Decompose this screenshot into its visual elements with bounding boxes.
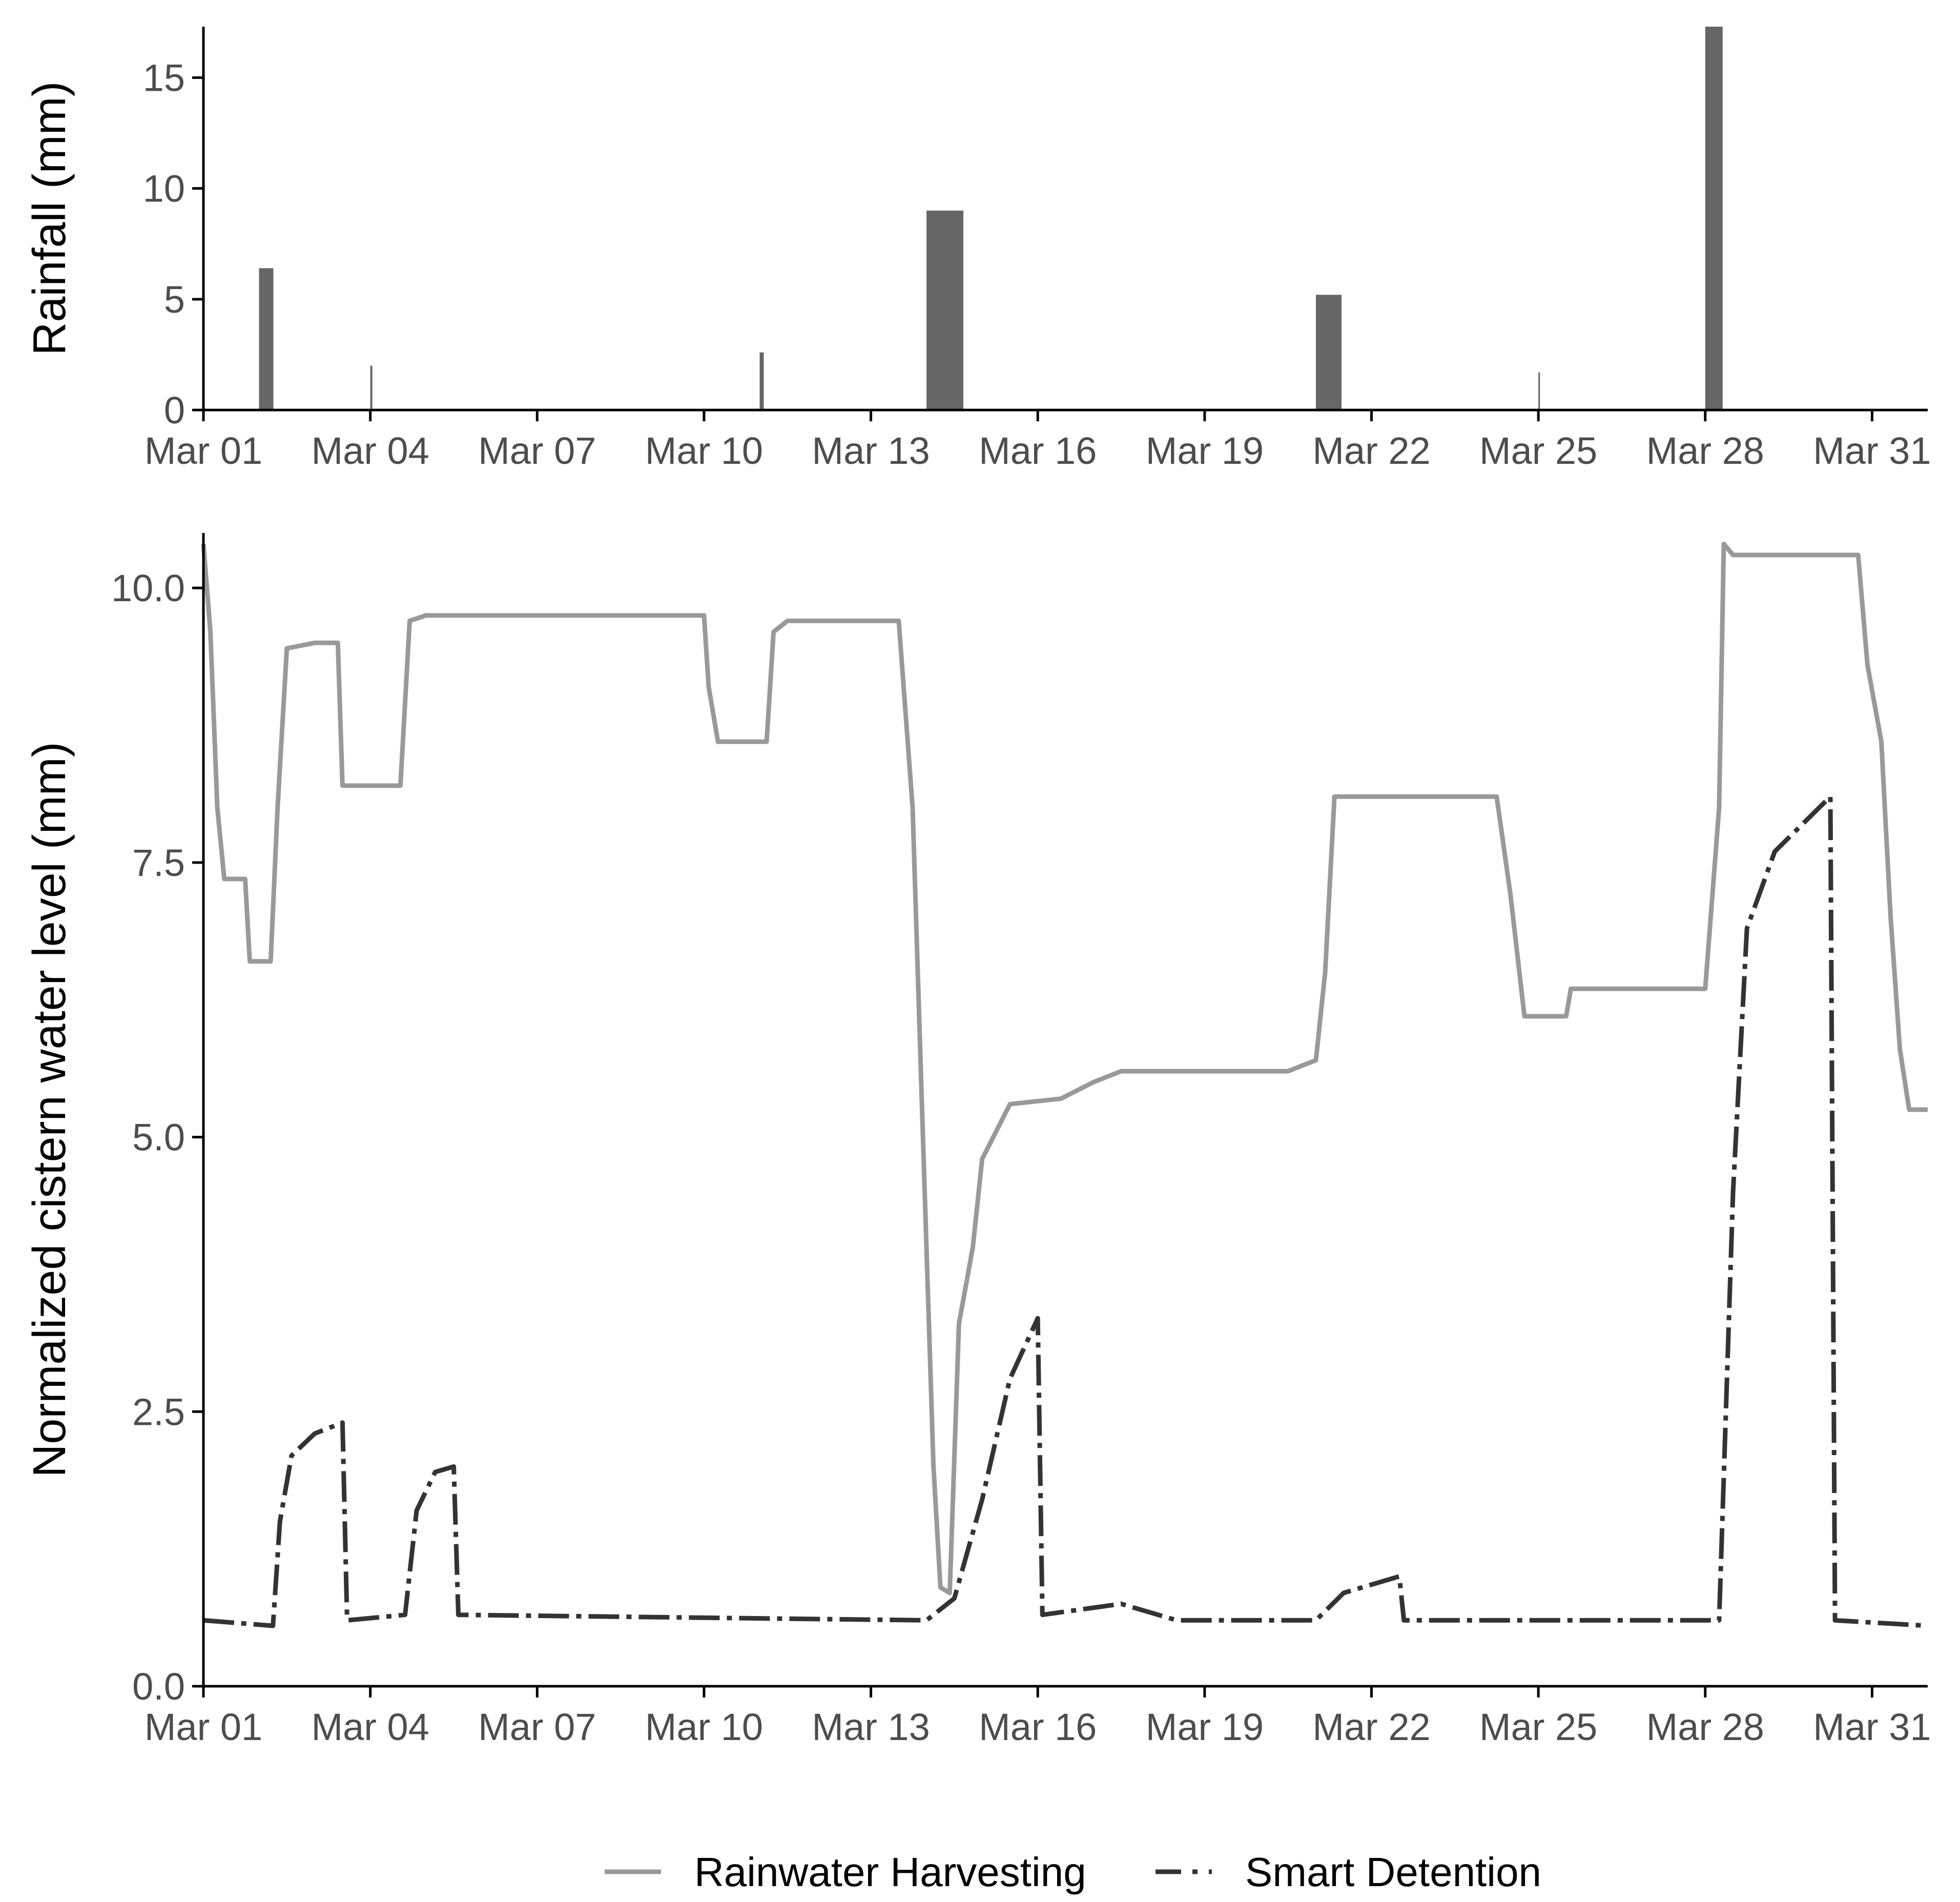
x-tick-label: Mar 25 <box>1479 1706 1597 1748</box>
x-tick-label: Mar 10 <box>645 1706 763 1748</box>
x-tick-label: Mar 04 <box>311 1706 429 1748</box>
x-tick-label: Mar 13 <box>812 1706 930 1748</box>
rain-bar <box>1538 372 1540 410</box>
x-tick-label: Mar 10 <box>645 430 763 472</box>
x-tick-label: Mar 22 <box>1312 430 1430 472</box>
x-tick-label: Mar 07 <box>478 1706 596 1748</box>
x-tick-label: Mar 31 <box>1813 1706 1931 1748</box>
water-level-panel: Mar 01 Mar 04 Mar 07 Mar 10 Mar 13 Mar 16 Mar … <box>24 533 1931 1748</box>
x-tick-label: Mar 19 <box>1146 430 1264 472</box>
rainfall-panel: Mar 01 Mar 04 Mar 07 Mar 10 Mar 13 Mar 16 Mar … <box>24 27 1931 472</box>
series-line-smart-detention <box>203 794 1928 1628</box>
x-tick-label: Mar 25 <box>1479 430 1597 472</box>
y-tick-label: 10 <box>143 168 185 210</box>
y-tick-label: 7.5 <box>132 842 185 884</box>
legend-label-rainwater-harvesting: Rainwater Harvesting <box>694 1849 1086 1895</box>
x-tick-label: Mar 13 <box>812 430 930 472</box>
rain-bar <box>259 268 274 410</box>
x-tick-label: Mar 31 <box>1813 430 1931 472</box>
rain-bar <box>926 210 964 410</box>
series-line-rainwater-harvesting <box>201 541 1928 1596</box>
x-tick-label: Mar 07 <box>478 430 596 472</box>
x-tick-label: Mar 16 <box>979 1706 1097 1748</box>
rain-bar <box>370 365 373 410</box>
x-tick-label: Mar 28 <box>1646 430 1764 472</box>
y-tick-label: 0 <box>164 389 185 432</box>
rain-bar <box>1705 27 1723 410</box>
y-tick-label: 5.0 <box>132 1116 185 1159</box>
y-axis-title: Rainfall (mm) <box>24 81 75 355</box>
y-axis-title: Normalized cistern water level (mm) <box>24 742 75 1477</box>
legend-label-smart-detention: Smart Detention <box>1245 1849 1541 1895</box>
rain-bar <box>759 352 764 410</box>
y-tick-label: 0.0 <box>132 1665 185 1708</box>
x-tick-label: Mar 16 <box>979 430 1097 472</box>
x-tick-label: Mar 28 <box>1646 1706 1764 1748</box>
x-tick-label: Mar 04 <box>311 430 429 472</box>
x-tick-label: Mar 19 <box>1146 1706 1264 1748</box>
x-tick-label: Mar 01 <box>145 430 262 472</box>
rain-bar <box>1316 295 1342 410</box>
legend: Rainwater Harvesting Smart Detention <box>605 1849 1541 1895</box>
x-tick-label: Mar 22 <box>1312 1706 1430 1748</box>
y-tick-label: 10.0 <box>111 567 185 609</box>
y-tick-label: 5 <box>164 278 185 321</box>
y-tick-label: 15 <box>143 56 185 99</box>
y-tick-label: 2.5 <box>132 1390 185 1433</box>
x-tick-label: Mar 01 <box>145 1706 262 1748</box>
